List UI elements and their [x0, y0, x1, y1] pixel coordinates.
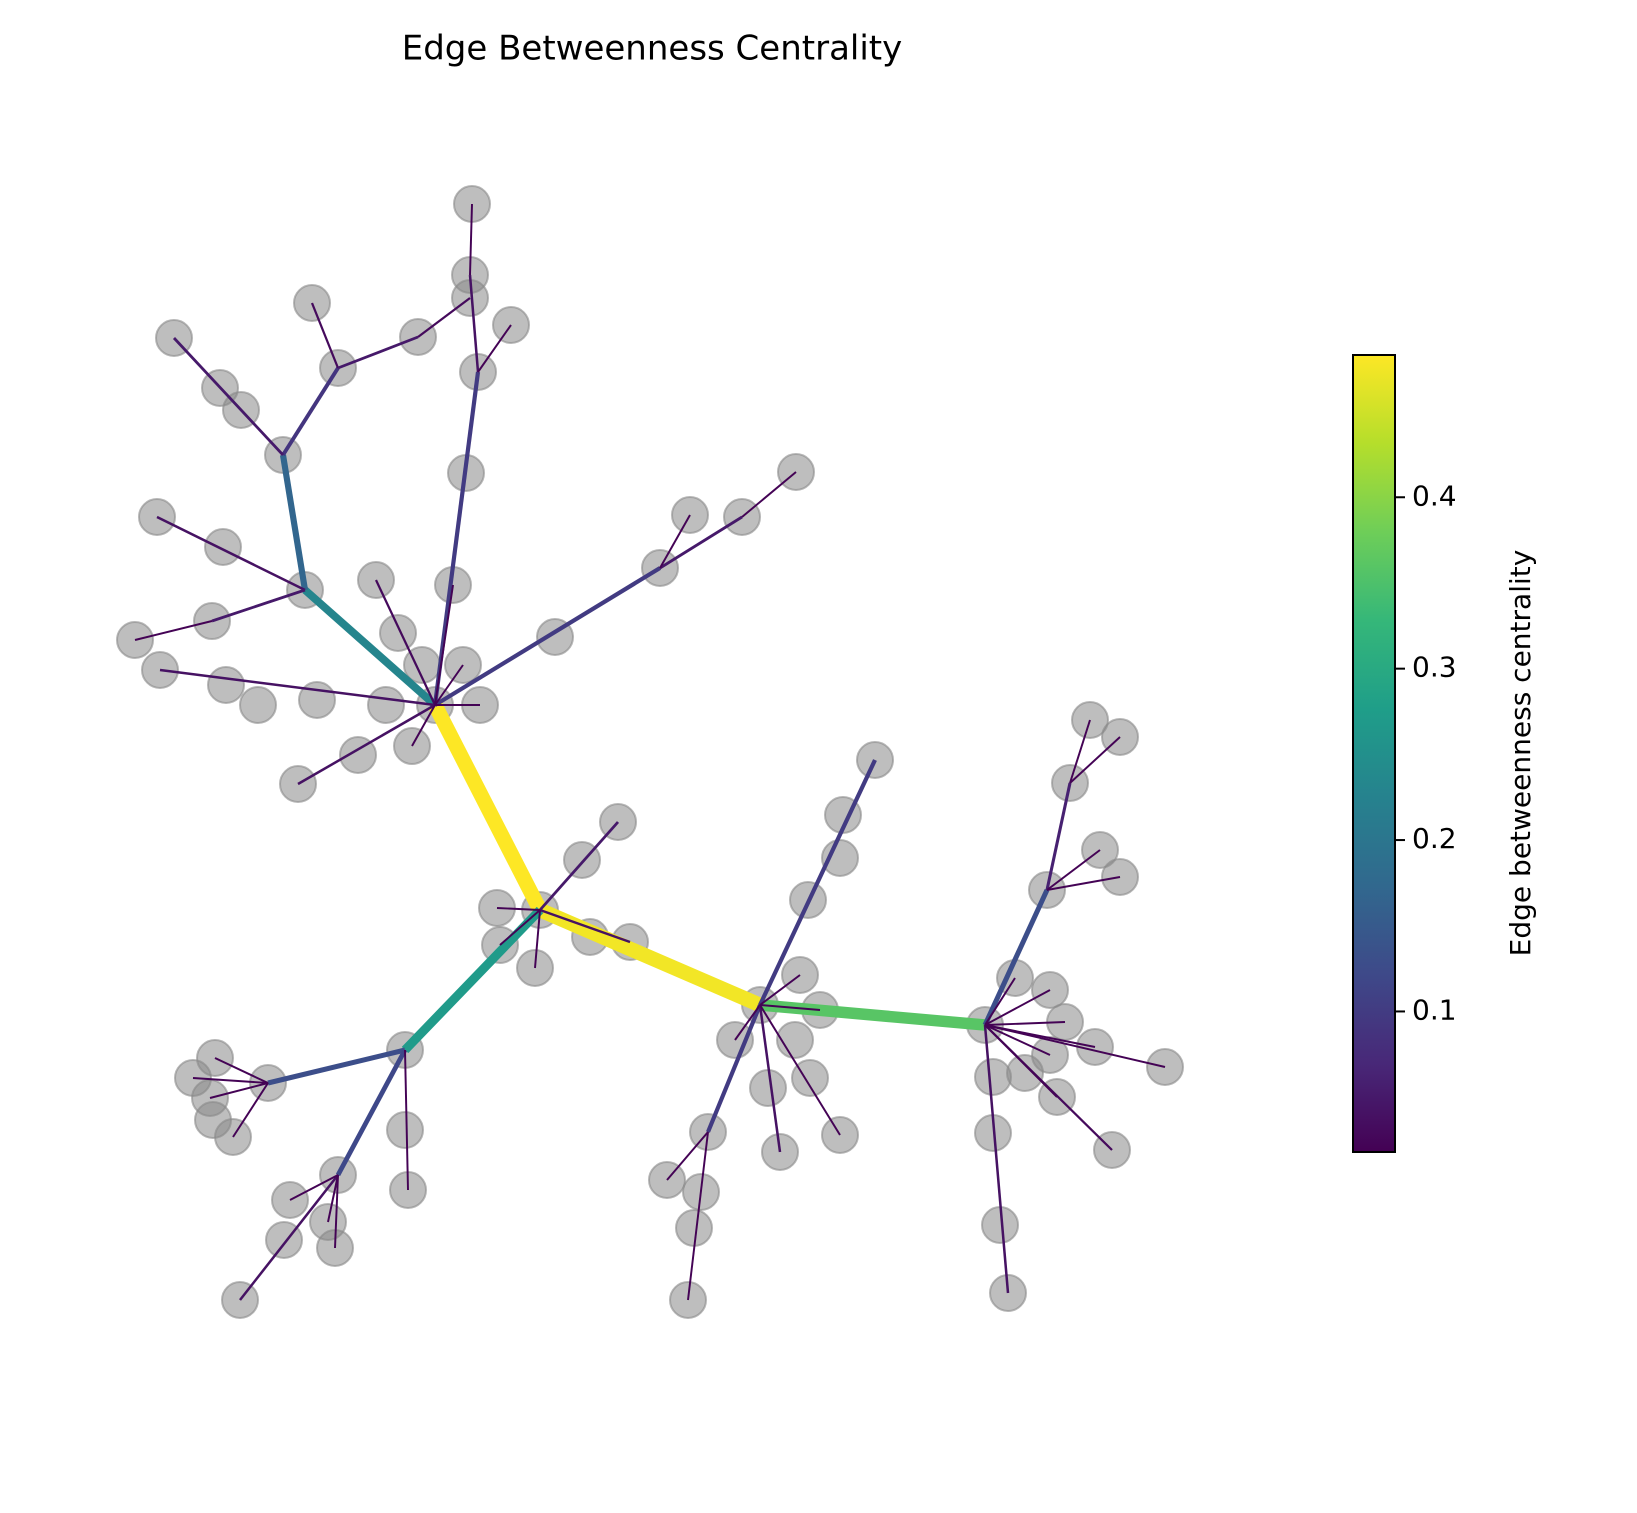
- edge: [1046, 849, 1101, 891]
- node: [791, 1059, 829, 1097]
- node: [379, 614, 417, 652]
- edge: [539, 908, 631, 944]
- edge: [984, 1024, 1166, 1068]
- edge: [417, 297, 471, 338]
- edge: [209, 1082, 269, 1099]
- edge: [434, 664, 464, 706]
- edge: [666, 1131, 709, 1181]
- edge: [759, 974, 801, 1006]
- edge: [537, 903, 763, 1012]
- edge: [984, 989, 1051, 1026]
- edge: [1046, 876, 1121, 891]
- edge: [302, 587, 438, 708]
- chart-title: Edge Betweenness Centrality: [402, 29, 903, 69]
- edge: [279, 454, 309, 591]
- edge: [172, 337, 285, 456]
- edge: [759, 1004, 841, 1136]
- edge: [232, 1082, 269, 1138]
- edge: [984, 1024, 1058, 1098]
- edge: [984, 1024, 1051, 1056]
- edge: [433, 566, 662, 707]
- colorbar-tick-label: 0.1: [1412, 993, 1457, 1026]
- edge: [239, 1174, 339, 1301]
- node: [974, 1058, 1012, 1096]
- node: [239, 686, 277, 724]
- node: [1006, 1054, 1044, 1092]
- node: [386, 1111, 424, 1149]
- edge: [984, 977, 1016, 1026]
- edge: [334, 1174, 339, 1249]
- colorbar-tick-label: 0.3: [1412, 651, 1457, 684]
- edge: [374, 579, 437, 706]
- edge: [984, 1024, 1096, 1048]
- colorbar: [1352, 354, 1396, 1153]
- nodes: [116, 185, 1184, 1319]
- node: [367, 686, 405, 724]
- edge: [337, 335, 419, 370]
- node: [749, 1069, 787, 1107]
- edge: [534, 909, 541, 969]
- edge: [687, 1131, 709, 1301]
- edge: [434, 584, 454, 706]
- edge: [659, 514, 691, 569]
- edge: [538, 821, 620, 911]
- edge: [327, 1174, 339, 1223]
- edge: [214, 1057, 269, 1084]
- edge: [499, 909, 541, 946]
- edge: [741, 471, 797, 518]
- node: [204, 528, 242, 566]
- edge: [468, 274, 480, 373]
- edge: [211, 588, 306, 623]
- edge: [335, 1048, 408, 1177]
- node: [675, 1209, 713, 1247]
- edge: [297, 703, 436, 786]
- edge: [1069, 736, 1121, 784]
- edge: [734, 1004, 761, 1041]
- edge: [984, 1021, 1066, 1026]
- edge: [983, 1024, 1010, 1294]
- edge: [432, 371, 481, 706]
- edge: [192, 1077, 269, 1084]
- edge: [982, 888, 1050, 1027]
- edge: [310, 302, 340, 369]
- edge: [159, 668, 436, 707]
- edge: [758, 1004, 782, 1153]
- edge: [404, 1049, 409, 1191]
- edge: [1069, 719, 1091, 784]
- edge: [477, 324, 512, 373]
- edge: [267, 1047, 406, 1086]
- edge: [706, 1004, 762, 1133]
- edge: [156, 515, 306, 592]
- colorbar-label: Edge betweenness centrality: [1504, 550, 1537, 957]
- edge: [289, 1174, 339, 1201]
- edge: [428, 701, 547, 914]
- edge: [496, 907, 541, 911]
- edge: [759, 1004, 821, 1011]
- edge: [659, 515, 743, 570]
- node: [339, 736, 377, 774]
- edge: [469, 203, 473, 276]
- edge: [1045, 782, 1072, 891]
- edge: [401, 906, 544, 1054]
- colorbar-tick-label: 0.4: [1412, 479, 1457, 512]
- node: [207, 666, 245, 704]
- edge: [134, 620, 213, 641]
- edge: [758, 759, 877, 1006]
- edge: [281, 366, 340, 457]
- edges: [134, 203, 1166, 1301]
- colorbar-tick-label: 0.2: [1412, 822, 1457, 855]
- edge: [411, 704, 436, 747]
